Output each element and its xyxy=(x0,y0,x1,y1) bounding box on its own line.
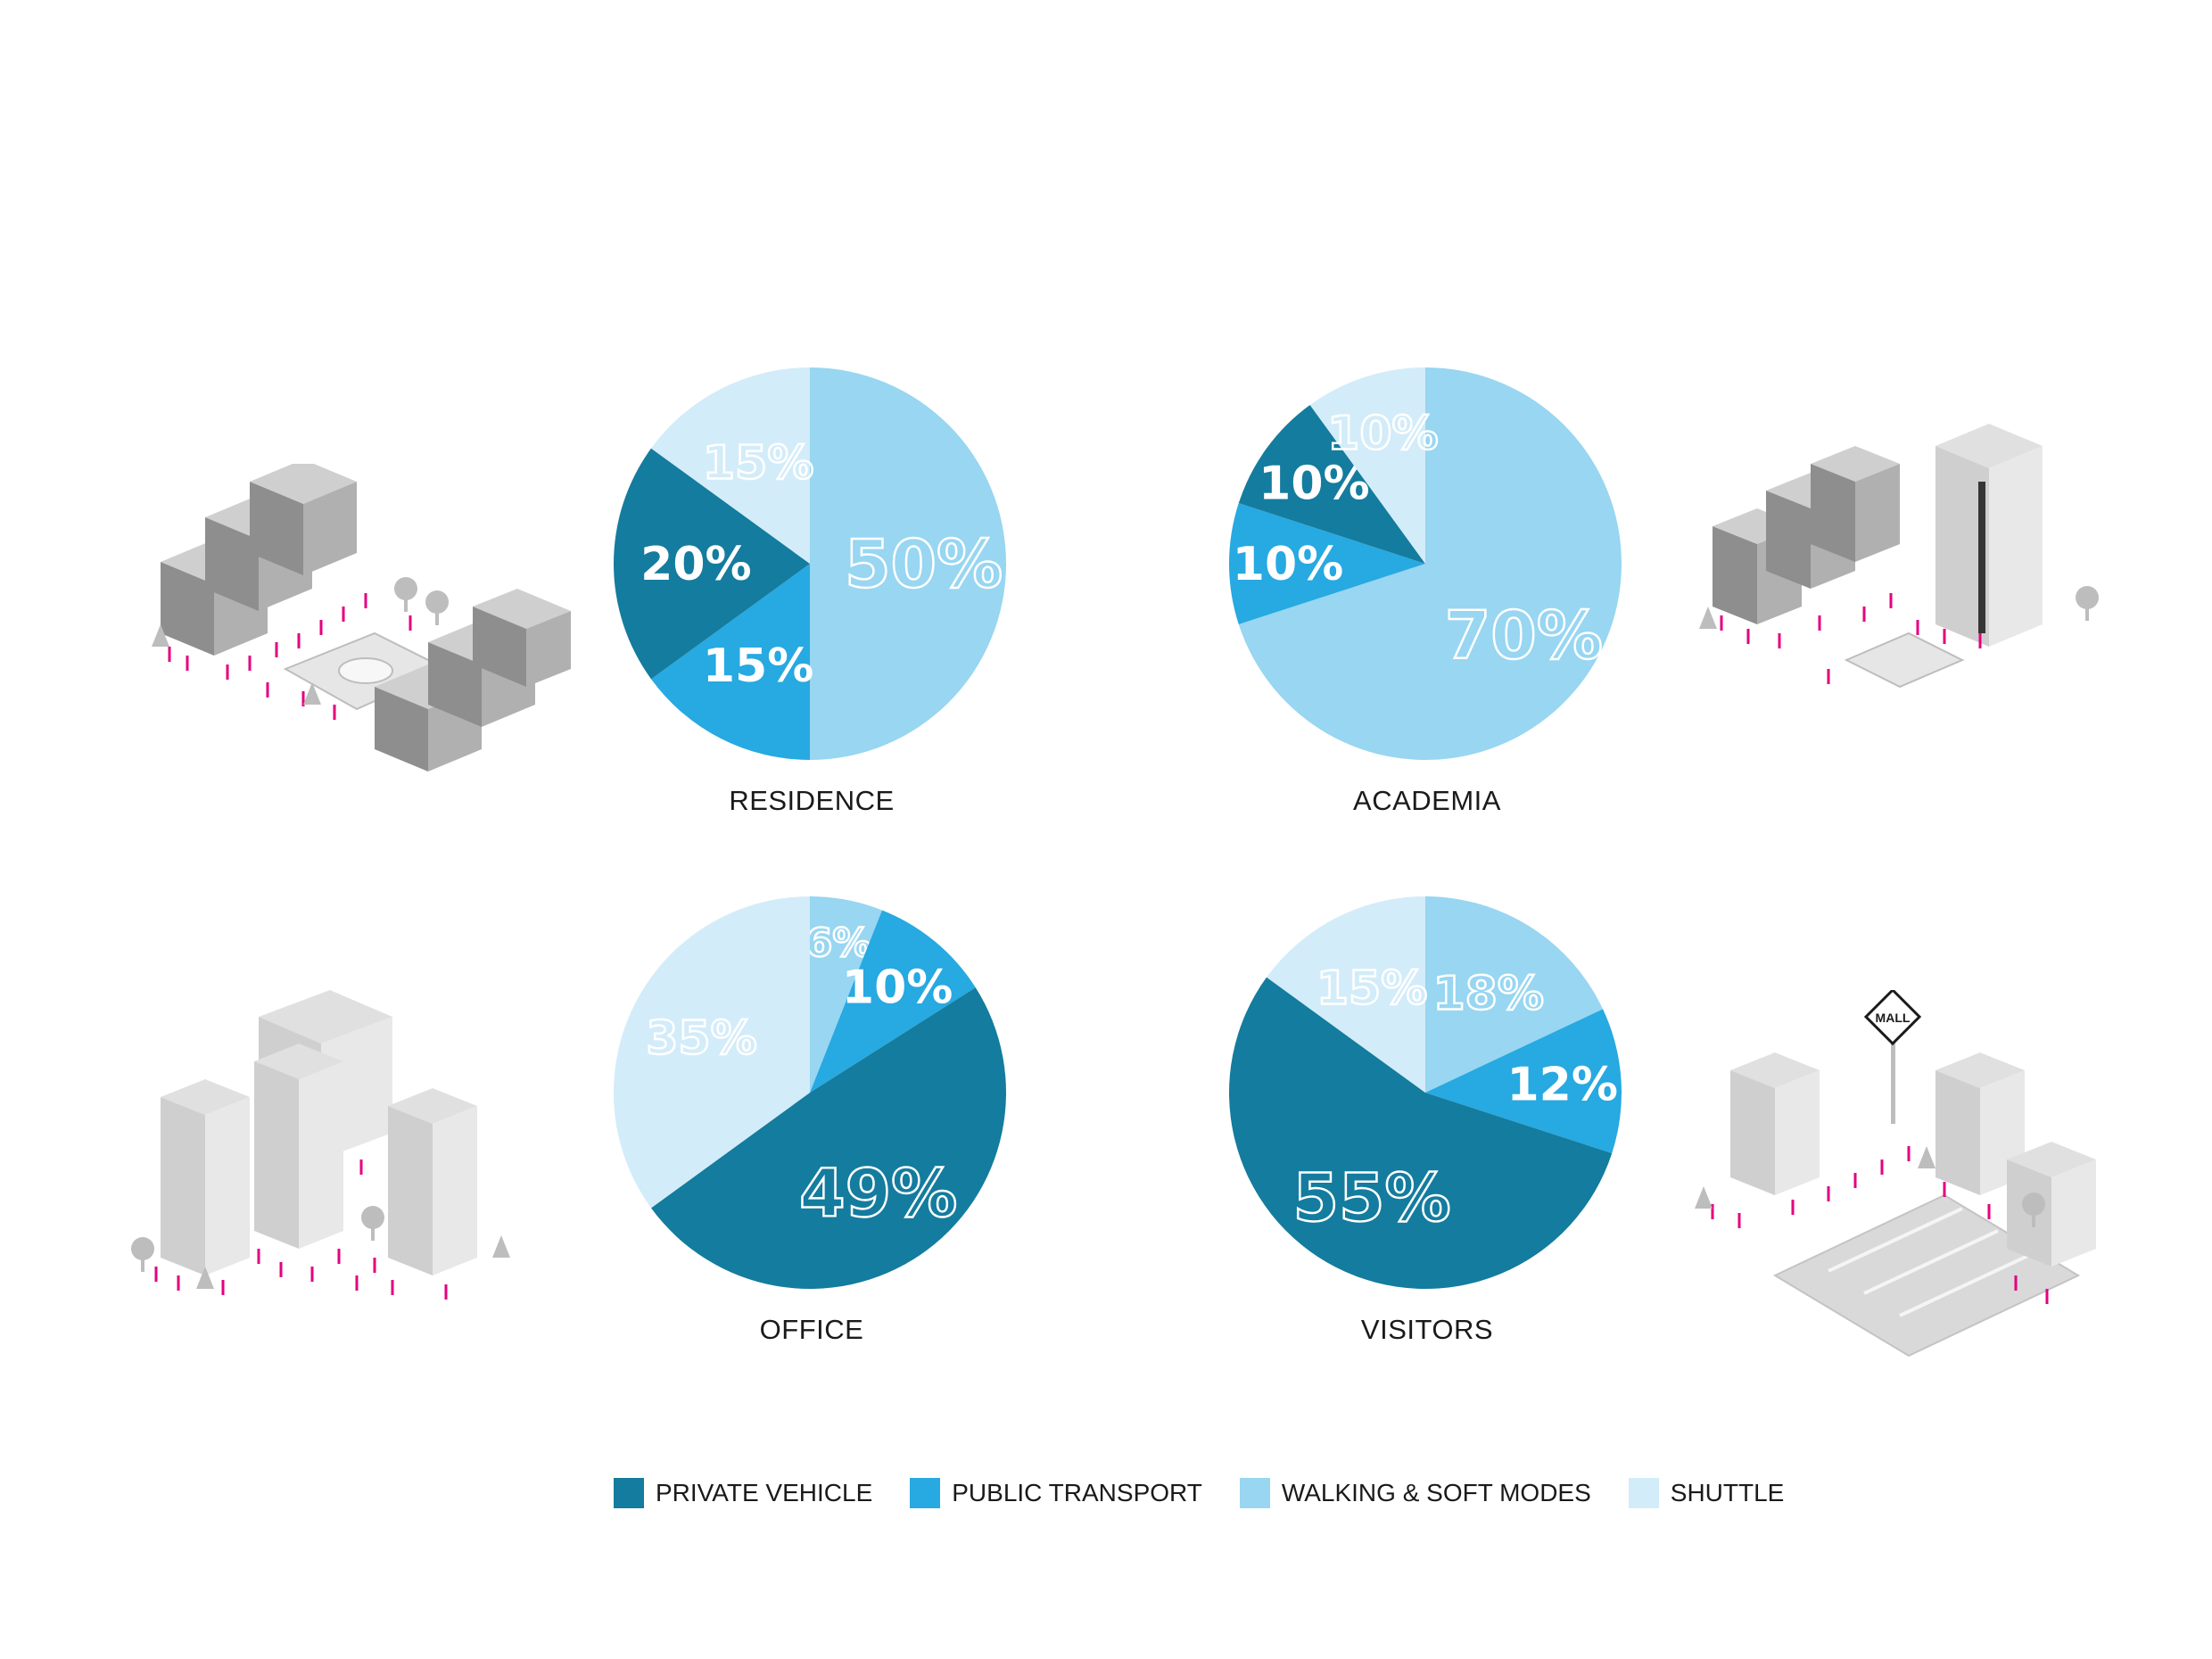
legend-item-shuttle: SHUTTLE xyxy=(1628,1478,1785,1508)
pie-slice xyxy=(1425,1009,1622,1153)
people-icon xyxy=(1720,593,1982,684)
tree-icon xyxy=(1695,1146,2045,1227)
pie-slice xyxy=(1309,367,1425,564)
pie-slice-label: 10% xyxy=(842,962,953,1015)
pie-slice xyxy=(651,987,1006,1289)
pie-slice-label: 12% xyxy=(1506,1059,1617,1112)
legend-label: PRIVATE VEHICLE xyxy=(656,1479,873,1506)
legend-item-private-vehicle: PRIVATE VEHICLE xyxy=(614,1478,872,1508)
pie-slice-label: 49% xyxy=(799,1156,957,1233)
pie-slice xyxy=(1425,896,1604,1093)
tree-icon xyxy=(152,577,449,705)
pie-slice-label: 50% xyxy=(845,526,1003,603)
tower-icon xyxy=(161,1044,477,1275)
building-block-icon xyxy=(1713,446,1900,624)
pie-slice-label: 15% xyxy=(1316,962,1427,1016)
legend-swatch xyxy=(910,1478,941,1508)
building-block-icon xyxy=(1730,1052,2096,1267)
pie-slice-label: 15% xyxy=(703,640,813,693)
parking-lot-icon xyxy=(1772,1193,2081,1358)
plaza-icon xyxy=(1844,631,1965,689)
chart-title-visitors: VISITORS xyxy=(1360,1314,1494,1345)
chart-title-residence: RESIDENCE xyxy=(729,785,895,816)
pie-slice xyxy=(810,367,1006,760)
pie-chart-residence: 50% 15% 20% 15% xyxy=(614,367,1006,760)
pie-slice-label: 10% xyxy=(1259,458,1369,511)
campus-buildings-illustration xyxy=(1699,424,2099,689)
mall-sign-label: MALL xyxy=(1876,1011,1911,1025)
pie-slice-label: 20% xyxy=(640,538,751,591)
pie-slice-label: 70% xyxy=(1445,598,1603,674)
pie-chart-visitors: 18% 12% 55% 15% xyxy=(1228,896,1622,1290)
chart-title-office: OFFICE xyxy=(759,1314,864,1345)
pie-slice xyxy=(613,896,810,1209)
pie-slice xyxy=(1238,405,1425,564)
legend-swatch xyxy=(614,1478,644,1508)
pie-slice-label: 6% xyxy=(805,920,872,966)
pie-slice-label: 55% xyxy=(1293,1160,1451,1237)
pie-slice-label: 35% xyxy=(646,1011,756,1065)
mall-parking-illustration: MALL xyxy=(1695,990,2096,1358)
pie-slice xyxy=(1228,503,1425,624)
pie-slice-label: 10% xyxy=(1233,538,1343,591)
legend-item-public-transport: PUBLIC TRANSPORT xyxy=(910,1478,1202,1508)
pie-slice-label: 15% xyxy=(703,437,813,491)
pie-slice xyxy=(651,367,810,564)
pie-slice xyxy=(810,896,882,1093)
legend-swatch xyxy=(1628,1478,1659,1508)
chart-title-academia: ACADEMIA xyxy=(1353,785,1501,816)
pie-chart-academia: 70%10%10%10% xyxy=(1228,367,1622,760)
legend-label: WALKING & SOFT MODES xyxy=(1281,1479,1591,1506)
tower-icon xyxy=(1936,424,2043,647)
pie-chart-office: 6%10% 49% 35% xyxy=(613,896,1006,1289)
building-block-icon xyxy=(161,464,357,656)
pie-slice xyxy=(1238,367,1622,760)
tree-icon xyxy=(131,1206,510,1289)
pie-slice xyxy=(1228,977,1613,1290)
building-block-icon xyxy=(375,589,571,772)
residential-blocks-illustration xyxy=(152,464,571,772)
people-icon xyxy=(168,593,439,720)
tree-icon xyxy=(1699,586,2099,629)
pie-slice xyxy=(614,448,810,680)
pie-slice xyxy=(810,910,976,1093)
legend-swatch xyxy=(1239,1478,1270,1508)
legend-label: SHUTTLE xyxy=(1670,1479,1785,1506)
people-icon xyxy=(154,1160,448,1300)
pie-slice-label: 10% xyxy=(1327,408,1438,461)
legend-label: PUBLIC TRANSPORT xyxy=(952,1479,1202,1506)
legend: PRIVATE VEHICLE PUBLIC TRANSPORT WALKING… xyxy=(614,1473,1821,1513)
people-icon xyxy=(1711,1146,2049,1304)
pie-slice xyxy=(651,564,810,760)
pie-slice-label: 18% xyxy=(1432,968,1543,1021)
office-towers-illustration xyxy=(131,990,510,1300)
pie-slice xyxy=(1267,896,1425,1093)
mall-sign-icon: MALL xyxy=(1863,990,1922,1124)
legend-item-walking-soft-modes: WALKING & SOFT MODES xyxy=(1239,1478,1591,1508)
